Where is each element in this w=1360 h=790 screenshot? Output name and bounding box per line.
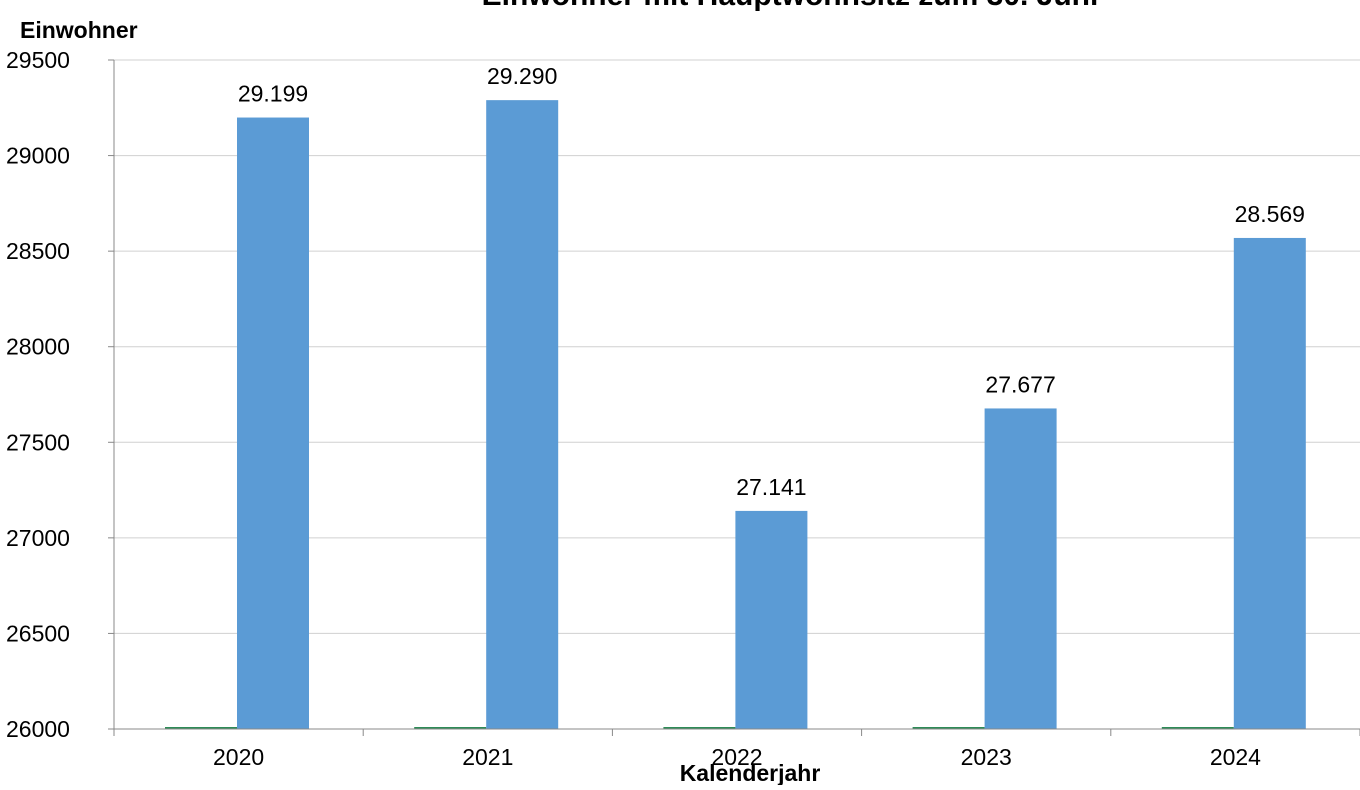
y-tick-label: 26500 — [6, 620, 70, 646]
y-tick-label: 29000 — [6, 143, 70, 169]
y-axis-title: Einwohner — [20, 17, 138, 43]
x-tick-label: 2022 — [711, 744, 762, 770]
x-axis-title: Kalenderjahr — [680, 760, 821, 785]
x-tick-label: 2023 — [961, 744, 1012, 770]
bar-series-2 — [735, 510, 808, 729]
axes — [108, 59, 1360, 736]
gridlines — [114, 59, 1360, 634]
x-tick-label: 2020 — [213, 744, 264, 770]
y-tick-label: 26000 — [6, 716, 70, 742]
bar-series-2 — [1233, 237, 1306, 730]
bars — [165, 100, 1306, 730]
y-tick-label: 29500 — [6, 47, 70, 73]
data-label: 28.569 — [1235, 201, 1305, 227]
bar-series-1 — [1161, 727, 1234, 729]
y-tick-label: 27000 — [6, 525, 70, 551]
data-label: 29.290 — [487, 63, 557, 89]
bar-series-2 — [486, 100, 559, 729]
x-tick-label: 2021 — [462, 744, 513, 770]
bar-series-1 — [414, 727, 487, 729]
chart-title: Einwohner mit Hauptwohnsitz zum 30. Juni — [482, 0, 1099, 12]
bar-series-1 — [165, 727, 237, 729]
bar-series-1 — [912, 727, 985, 729]
data-label: 27.677 — [985, 371, 1055, 397]
bar-series-2 — [984, 408, 1057, 729]
y-tick-label: 27500 — [6, 429, 70, 455]
labels: 26000 26500 27000 27500 28000 28500 29000 29500… — [6, 47, 1305, 770]
data-label: 27.141 — [736, 474, 806, 500]
y-tick-label: 28500 — [6, 238, 70, 264]
x-tick-label: 2024 — [1210, 744, 1261, 770]
bar-series-2 — [237, 117, 309, 729]
y-tick-label: 28000 — [6, 334, 70, 360]
bar-series-1 — [663, 727, 736, 729]
data-label: 29.199 — [238, 81, 308, 107]
